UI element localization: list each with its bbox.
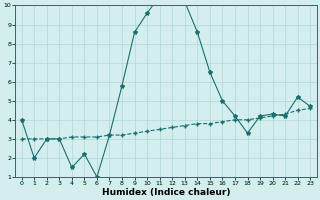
X-axis label: Humidex (Indice chaleur): Humidex (Indice chaleur): [102, 188, 230, 197]
